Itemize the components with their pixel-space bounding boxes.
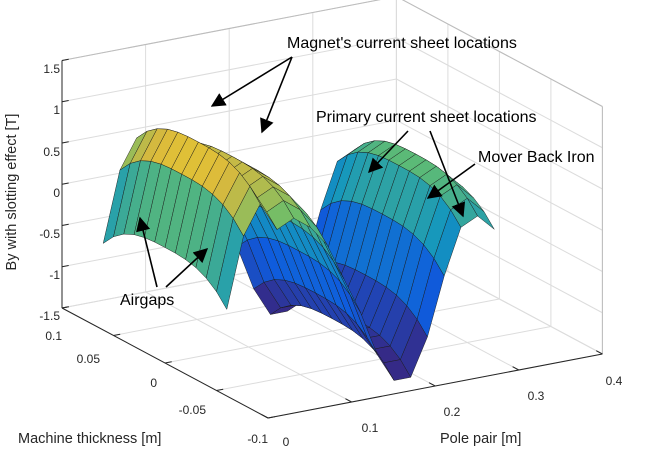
z-tick — [61, 264, 69, 268]
x-tick — [512, 366, 520, 371]
x-tick — [345, 398, 352, 403]
y-tick-label: -0.05 — [179, 403, 207, 417]
x-tick-label: 0.3 — [528, 389, 545, 403]
annotation-arrow — [210, 56, 293, 107]
y-tick — [216, 388, 224, 391]
z-tick-label: -1.5 — [39, 309, 60, 323]
box-edge — [61, 0, 381, 61]
y-tick-label: 0.05 — [77, 352, 101, 366]
y-tick — [113, 333, 121, 336]
grid-line — [164, 298, 500, 364]
grid-line — [61, 119, 397, 185]
z-axis-label: By with slotting effect [T] — [4, 114, 20, 271]
surface — [102, 128, 495, 381]
tick-labels: 1.5 1 0.5 0 -0.5 -1 -1.5 0.1 0.05 0 -0.0… — [39, 62, 622, 449]
z-tick — [61, 99, 69, 103]
grid-line — [396, 37, 603, 149]
y-tick-label: 0 — [150, 376, 157, 390]
z-tick-label: -0.5 — [39, 227, 60, 241]
annotation-back-iron: Mover Back Iron — [478, 149, 594, 166]
annotations: Magnet's current sheet locations Primary… — [120, 35, 594, 309]
y-tick-label: 0.1 — [45, 329, 62, 343]
x-tick — [428, 382, 436, 387]
annotation-primary: Primary current sheet locations — [316, 109, 537, 126]
annotation-arrow — [165, 248, 209, 288]
z-tick — [61, 141, 69, 144]
z-tick-label: 1.5 — [43, 62, 60, 76]
x-tick-label: 0.4 — [606, 374, 623, 388]
x-tick-label: 0 — [283, 435, 290, 449]
z-tick-label: -1 — [49, 268, 60, 282]
grid-line — [61, 37, 397, 103]
surface-patch — [216, 217, 244, 311]
annotation-arrow — [368, 130, 409, 174]
y-tick — [61, 306, 69, 309]
annotation-arrow — [426, 163, 476, 199]
x-tick — [595, 350, 603, 355]
annotation-arrow — [136, 216, 158, 288]
grid-line — [396, 119, 603, 231]
grid-line — [396, 78, 603, 190]
x-axis-label: Pole pair [m] — [440, 431, 521, 447]
z-tick-label: 1 — [53, 103, 60, 117]
z-tick — [61, 223, 69, 226]
y-tick-label: -0.1 — [247, 432, 268, 446]
annotation-arrow — [429, 130, 466, 218]
z-tick-label: 0.5 — [43, 145, 60, 159]
box-edge — [401, 0, 603, 107]
y-tick — [164, 361, 172, 364]
grid-line — [61, 78, 397, 144]
annotation-arrow — [260, 56, 293, 134]
annotation-magnet: Magnet's current sheet locations — [287, 35, 517, 52]
y-tick — [267, 416, 275, 419]
y-axis-label: Machine thickness [m] — [18, 431, 161, 447]
x-tick-label: 0.1 — [362, 421, 379, 435]
annotation-airgaps: Airgaps — [120, 292, 174, 309]
x-tick — [261, 414, 269, 419]
x-tick-label: 0.2 — [444, 405, 461, 419]
z-tick-label: 0 — [53, 186, 60, 200]
z-tick — [61, 58, 69, 61]
z-tick — [61, 182, 69, 185]
